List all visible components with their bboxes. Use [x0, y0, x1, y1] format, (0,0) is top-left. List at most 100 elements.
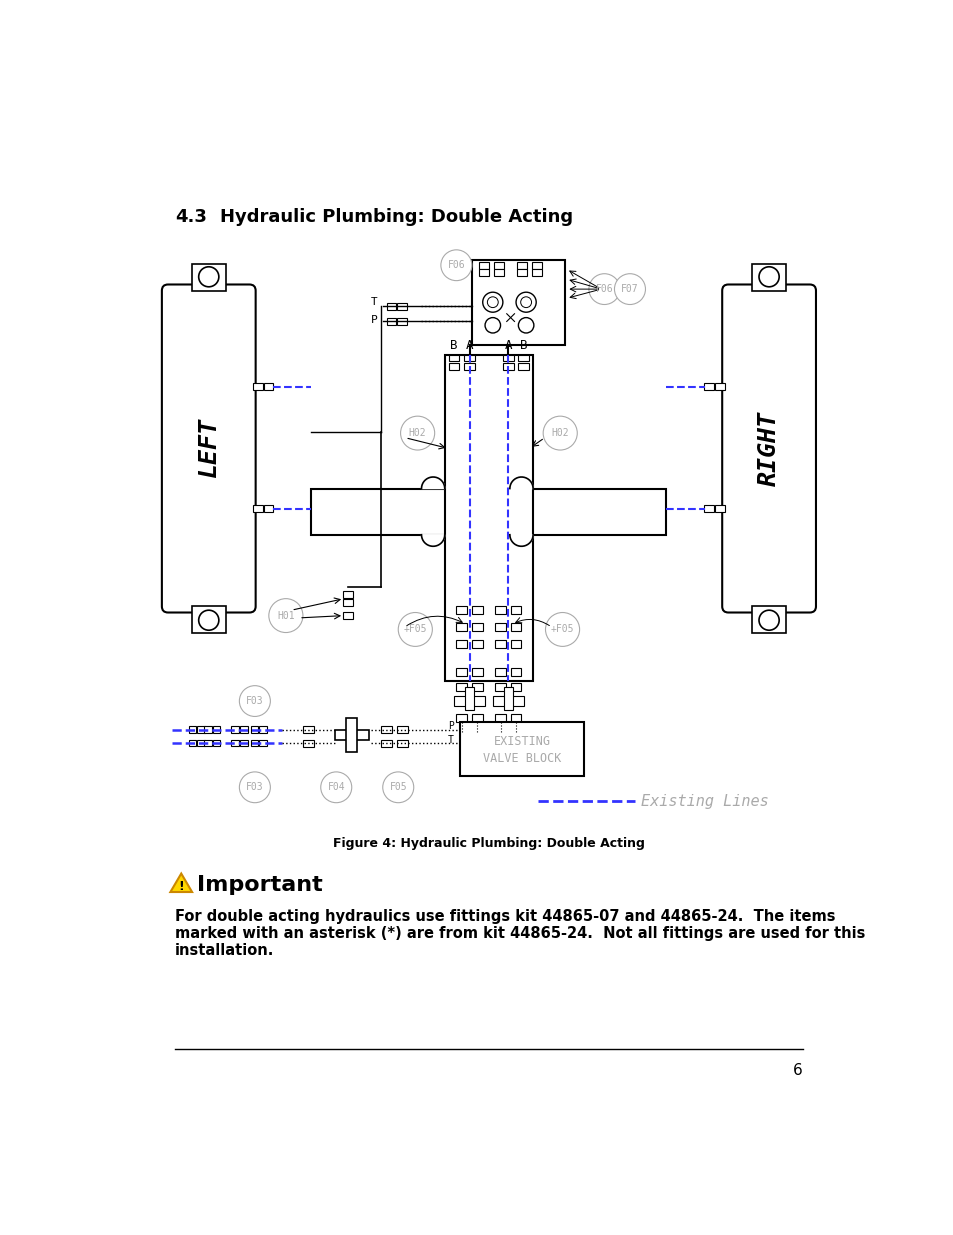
Text: H02: H02: [551, 429, 568, 438]
Circle shape: [320, 772, 352, 803]
Circle shape: [588, 274, 619, 305]
Text: F07: F07: [620, 284, 639, 294]
Circle shape: [198, 610, 218, 630]
Bar: [396, 726, 407, 734]
Polygon shape: [421, 535, 444, 546]
Circle shape: [440, 249, 472, 280]
Bar: [397, 317, 406, 325]
Circle shape: [269, 599, 303, 632]
Bar: [502, 363, 513, 370]
Bar: [189, 726, 196, 732]
Text: H02: H02: [409, 429, 426, 438]
Bar: [510, 624, 521, 631]
Bar: [493, 697, 523, 705]
Text: +F05: +F05: [403, 625, 427, 635]
Bar: [495, 668, 505, 676]
Bar: [495, 640, 505, 648]
Text: B: B: [450, 340, 457, 352]
Circle shape: [484, 317, 500, 333]
Text: RIGHT: RIGHT: [757, 411, 781, 487]
Text: marked with an asterisk (*) are from kit 44865-24.  Not all fittings are used fo: marked with an asterisk (*) are from kit…: [174, 926, 864, 941]
Bar: [303, 726, 314, 734]
Bar: [510, 683, 521, 692]
Text: F03: F03: [246, 697, 263, 706]
Text: +F05: +F05: [550, 625, 574, 635]
Bar: [381, 740, 392, 747]
Text: F06: F06: [595, 284, 613, 294]
Circle shape: [759, 267, 779, 287]
Text: P: P: [448, 721, 454, 731]
Bar: [251, 740, 258, 746]
Bar: [459, 721, 583, 776]
Text: Existing Lines: Existing Lines: [640, 794, 768, 809]
Bar: [448, 354, 459, 362]
Bar: [239, 726, 247, 732]
Bar: [472, 606, 482, 614]
Bar: [251, 726, 258, 732]
Bar: [396, 740, 407, 747]
Bar: [532, 269, 541, 277]
Bar: [517, 354, 529, 362]
Bar: [456, 668, 467, 676]
Bar: [397, 303, 406, 310]
Bar: [253, 383, 262, 390]
Bar: [342, 599, 353, 606]
Bar: [311, 489, 666, 535]
Bar: [456, 640, 467, 648]
Text: Important: Important: [196, 876, 322, 895]
Circle shape: [520, 296, 531, 308]
Bar: [213, 740, 220, 746]
Bar: [510, 714, 521, 721]
Bar: [472, 683, 482, 692]
Bar: [495, 606, 505, 614]
Text: H01: H01: [276, 610, 294, 621]
FancyBboxPatch shape: [721, 284, 815, 613]
Bar: [472, 714, 482, 721]
Bar: [231, 740, 239, 746]
Polygon shape: [509, 477, 533, 489]
Bar: [456, 683, 467, 692]
Bar: [472, 668, 482, 676]
Bar: [197, 740, 205, 746]
Text: 6: 6: [792, 1063, 802, 1078]
Bar: [213, 726, 220, 732]
Bar: [472, 640, 482, 648]
Bar: [510, 668, 521, 676]
Text: EXISTING: EXISTING: [494, 735, 550, 747]
Bar: [448, 363, 459, 370]
Circle shape: [487, 296, 497, 308]
Bar: [495, 714, 505, 721]
Polygon shape: [509, 535, 533, 546]
Bar: [454, 697, 484, 705]
Bar: [259, 726, 267, 732]
Bar: [386, 317, 395, 325]
Circle shape: [542, 416, 577, 450]
Bar: [703, 383, 713, 390]
Text: F06: F06: [447, 261, 465, 270]
Bar: [342, 592, 353, 598]
Text: Figure 4: Hydraulic Plumbing: Double Acting: Figure 4: Hydraulic Plumbing: Double Act…: [333, 837, 644, 851]
Circle shape: [516, 293, 536, 312]
Bar: [472, 624, 482, 631]
Bar: [715, 383, 723, 390]
Bar: [192, 264, 226, 290]
Bar: [503, 687, 513, 710]
Circle shape: [517, 317, 534, 333]
Text: Hydraulic Plumbing: Double Acting: Hydraulic Plumbing: Double Acting: [220, 209, 573, 226]
Circle shape: [198, 267, 218, 287]
Bar: [472, 259, 564, 345]
Bar: [494, 262, 503, 269]
Bar: [456, 624, 467, 631]
Text: F05: F05: [389, 782, 407, 793]
Bar: [478, 269, 489, 277]
Bar: [192, 606, 226, 634]
Bar: [464, 687, 474, 710]
Text: !: !: [178, 881, 184, 893]
Text: A: A: [504, 340, 512, 352]
Bar: [444, 354, 533, 680]
Text: VALVE BLOCK: VALVE BLOCK: [482, 752, 561, 766]
Bar: [204, 740, 212, 746]
Bar: [253, 505, 262, 513]
Bar: [239, 740, 247, 746]
Bar: [204, 726, 212, 732]
